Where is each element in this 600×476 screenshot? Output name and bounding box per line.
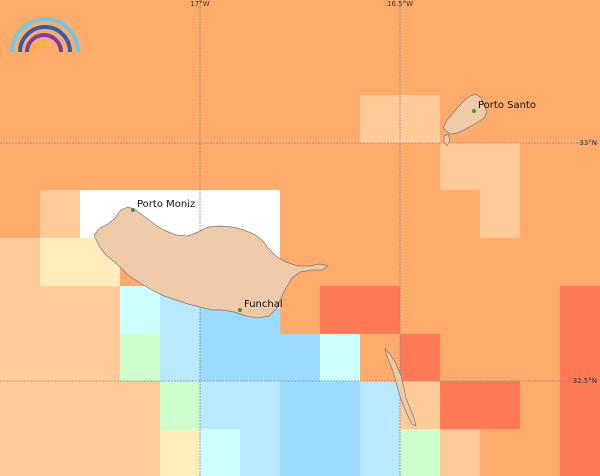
data-cell-pale-green	[160, 381, 200, 429]
data-cell-pale-green	[400, 429, 440, 476]
data-cell-light-orange	[40, 286, 120, 381]
place-marker-porto-moniz[interactable]	[131, 208, 135, 212]
data-cell-pale-green	[120, 334, 160, 381]
data-cell-light-blue	[360, 381, 400, 476]
data-cell-light-blue	[200, 381, 280, 429]
data-cell-light-cyan	[200, 429, 240, 476]
place-label-porto-santo: Porto Santo	[478, 100, 536, 111]
logo-arc-sun	[29, 41, 49, 53]
land	[93, 93, 488, 427]
data-cell-light-orange	[0, 381, 160, 476]
lat-label-33n: 33°N	[579, 139, 597, 147]
place-marker-porto-santo[interactable]	[472, 109, 476, 113]
place-label-porto-moniz: Porto Moniz	[137, 199, 195, 210]
data-cell-light-orange	[40, 190, 80, 238]
data-cell-light-orange	[440, 429, 480, 476]
data-cell-red-orange	[400, 334, 440, 381]
data-cell-light-cyan	[320, 334, 360, 381]
data-cell-light-cyan	[120, 286, 160, 334]
madeira-island[interactable]	[93, 206, 329, 319]
data-cell-light-blue	[160, 334, 200, 381]
logo-arc-middle	[18, 25, 72, 53]
data-cells	[0, 95, 600, 476]
place-marker-funchal[interactable]	[238, 308, 242, 312]
data-cell-red-orange	[440, 381, 520, 429]
lon-label-17w: 17°W	[190, 0, 209, 8]
data-cell-sky-blue	[280, 381, 360, 476]
data-cell-sky-blue	[200, 334, 320, 381]
data-cell-light-orange	[0, 238, 40, 381]
data-cell-light-orange	[440, 143, 520, 190]
place-label-funchal: Funchal	[244, 299, 283, 310]
data-cell-pale-yellow	[160, 429, 200, 476]
lat-label-32-5n: 32.5°N	[573, 377, 597, 385]
data-cell-red-orange	[320, 286, 400, 334]
porto-santo-islet	[443, 133, 451, 147]
desertas-islands	[384, 347, 417, 427]
rainbow-arc-logo	[10, 17, 80, 53]
data-cell-light-orange	[480, 190, 520, 238]
logo-arc-inner	[25, 33, 63, 53]
places: Porto Moniz Funchal Porto Santo	[131, 100, 536, 312]
lon-label-16-5w: 16.5°W	[387, 0, 413, 8]
porto-santo-island[interactable]	[442, 93, 488, 135]
data-cell-light-blue	[240, 429, 280, 476]
logo-arc-outer	[10, 17, 80, 53]
